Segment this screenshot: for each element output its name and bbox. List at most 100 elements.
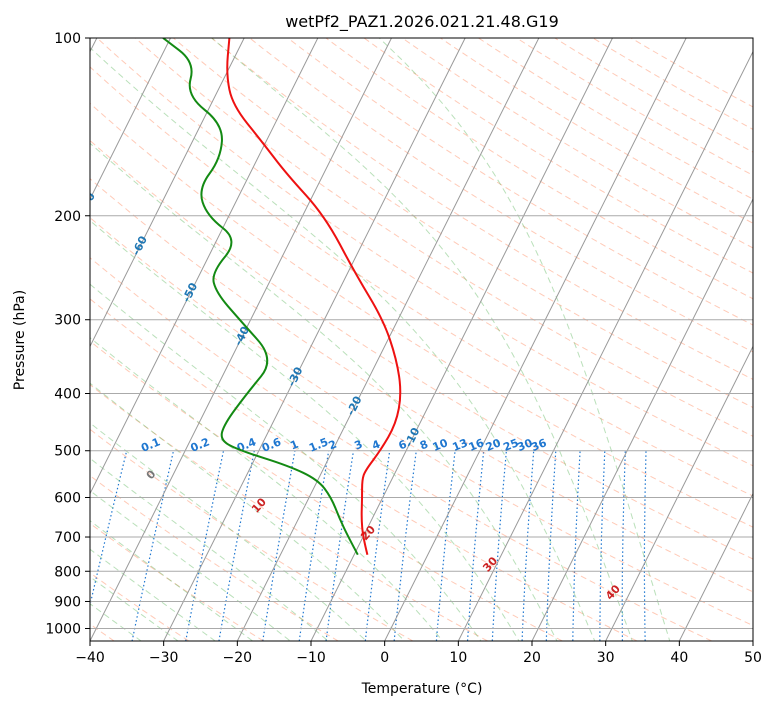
x-tick-label: 50 [744, 650, 762, 666]
mixing-ratio-label: 36 [529, 436, 548, 454]
isotherm-line [531, 197, 753, 641]
moist-adiabat [90, 337, 444, 641]
isotherm-line [90, 38, 319, 495]
dry-adiabat [478, 38, 753, 200]
mixing-ratio-label: 3 [352, 438, 364, 453]
x-tick-label: −10 [296, 650, 326, 666]
sounding-profiles [162, 38, 402, 556]
x-tick-label: −30 [149, 650, 179, 666]
dry-adiabat [173, 38, 753, 409]
isotherm-line [90, 38, 392, 641]
x-tick-label: 20 [523, 650, 541, 666]
isotherm-label: -90 [0, 83, 5, 107]
dry-adiabat [90, 257, 712, 641]
isotherm-label: -50 [180, 280, 201, 304]
y-tick-label: 100 [54, 31, 81, 47]
moist-adiabat [90, 422, 367, 641]
temperature-profile [226, 38, 402, 555]
moist-adiabat [90, 142, 558, 641]
mixing-ratio-line-1.5 [298, 450, 330, 641]
potential-temp-label: 10 [249, 495, 269, 515]
x-tick-label: 10 [449, 650, 467, 666]
x-tick-label: −40 [75, 650, 105, 666]
x-tick-label: 40 [670, 650, 688, 666]
moist-adiabat [90, 490, 292, 641]
mixing-ratio-label: 13 [451, 436, 470, 454]
mixing-ratio-line-6 [435, 450, 456, 641]
dry-adiabat [90, 384, 488, 641]
isotherm-label: -40 [232, 324, 253, 348]
x-tick-label: 30 [597, 650, 615, 666]
mixing-ratio-line-13 [521, 450, 535, 641]
mixing-ratio-label: 8 [418, 438, 430, 453]
y-axis-label: Pressure (hPa) [12, 290, 28, 390]
dry-adiabat [211, 38, 753, 380]
isotherm-label: -60 [129, 234, 150, 258]
x-tick-label: 0 [380, 650, 389, 666]
dry-adiabat [440, 38, 753, 224]
y-tick-label: 400 [54, 387, 81, 403]
dry-adiabat [287, 38, 753, 326]
dry-adiabat [325, 38, 753, 300]
mixing-ratio-label: 0.2 [189, 435, 212, 454]
isotherm-label: -30 [285, 365, 306, 389]
moist-adiabat [90, 457, 329, 641]
mixing-ratio-line-1 [262, 450, 296, 641]
mixing-ratio-label: 1.5 [307, 435, 330, 454]
dry-adiabat [90, 522, 264, 641]
dry-adiabat [554, 38, 753, 153]
mixing-ratio-label: 16 [467, 436, 486, 454]
dry-adiabat [363, 38, 753, 274]
mixing-ratio-label: 30 [515, 436, 534, 454]
background-lines [90, 38, 753, 641]
mixing-ratio-line-4 [393, 450, 417, 641]
moist-adiabat [90, 46, 596, 641]
isotherm-line [384, 38, 687, 641]
y-tick-label: 500 [54, 444, 81, 460]
y-tick-label: 200 [54, 209, 81, 225]
isotherm-line [752, 639, 753, 641]
dry-adiabat [249, 38, 753, 353]
isotherm-label: -70 [77, 190, 98, 214]
isotherm-line [90, 38, 245, 348]
mixing-ratio-line-30 [621, 450, 626, 641]
isotherm-line [90, 38, 171, 201]
y-tick-label: 900 [54, 594, 81, 610]
dry-adiabat [90, 139, 753, 560]
isotherm-label: -80 [30, 138, 51, 162]
mixing-ratio-label: 10 [431, 436, 450, 454]
mixing-ratio-label: 0.1 [139, 435, 162, 454]
mixing-ratio-line-36 [643, 450, 647, 641]
moist-adiabat [90, 603, 142, 641]
potential-temp-label: 40 [603, 582, 623, 602]
y-axis: 1000 900 800 700 600 500 400 300 200 100 [45, 31, 90, 637]
moist-adiabat [90, 548, 217, 641]
mixing-ratio-label: 20 [484, 436, 503, 454]
mixing-ratio-label: 1 [288, 438, 300, 453]
isotherm-line [605, 345, 753, 641]
moist-adiabat [90, 520, 254, 641]
dry-adiabat [90, 428, 414, 641]
y-tick-label: 800 [54, 564, 81, 580]
x-axis-label: Temperature (°C) [361, 681, 483, 697]
isotherm-line [310, 38, 613, 641]
isotherm-line [163, 38, 466, 641]
plot-frame [89, 37, 754, 642]
isotherm-line [457, 50, 753, 641]
dry-adiabat [516, 38, 753, 176]
dry-adiabat [90, 298, 638, 641]
mixing-ratio-line-10 [491, 450, 507, 641]
x-axis: −40 −30 −20 −10 0 10 20 30 40 50 [75, 641, 762, 666]
y-tick-label: 300 [54, 313, 81, 329]
y-tick-label: 700 [54, 530, 81, 546]
y-tick-label: 1000 [45, 621, 81, 637]
x-tick-label: −20 [223, 650, 253, 666]
y-tick-label: 600 [54, 490, 81, 506]
dry-adiabat [90, 475, 339, 641]
dry-adiabat [90, 340, 563, 641]
mixing-ratio-line-8 [466, 450, 485, 641]
chart-title: wetPf2_PAZ1.2026.021.21.48.G19 [285, 12, 559, 32]
moist-adiabat [90, 576, 179, 641]
line-labels: -100-90-80-70-60-50-40-30-20-100.10.20.4… [0, 83, 623, 602]
